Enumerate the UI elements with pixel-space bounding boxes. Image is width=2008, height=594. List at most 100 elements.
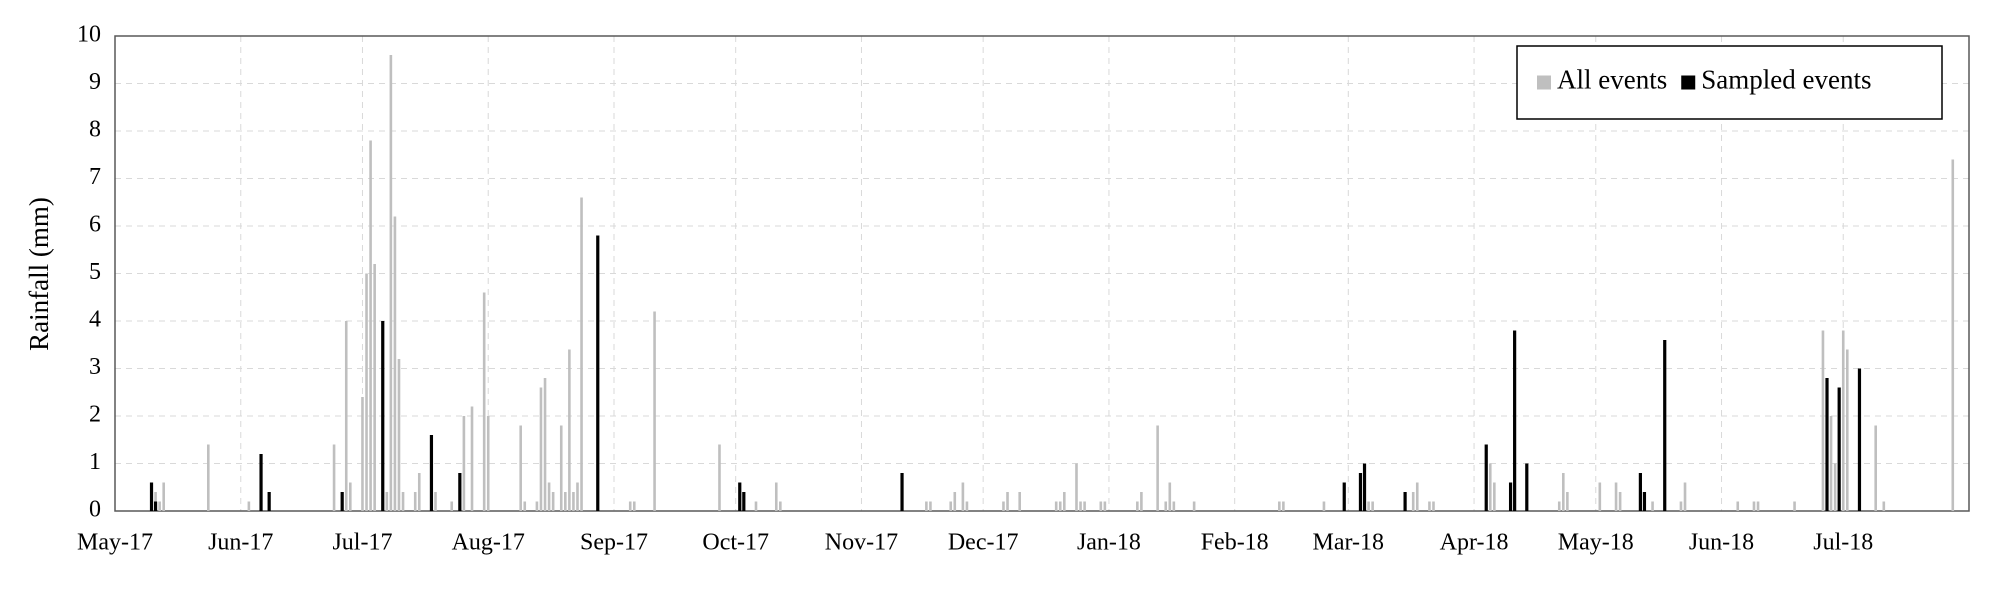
bar: [568, 349, 571, 511]
bar: [559, 425, 563, 511]
bar: [1557, 501, 1561, 511]
bar: [397, 359, 401, 511]
bar: [1614, 482, 1618, 511]
bar: [925, 501, 928, 511]
bar: [381, 321, 385, 511]
x-tick-label: Jun-18: [1689, 530, 1754, 556]
bar: [1415, 482, 1419, 511]
bar: [1362, 463, 1367, 511]
x-tick-label: Jul-17: [332, 530, 392, 556]
bar: [535, 501, 539, 511]
bar: [417, 473, 421, 511]
bar: [949, 501, 953, 511]
bar: [1752, 501, 1756, 511]
bar: [1841, 330, 1845, 511]
bar: [1322, 501, 1326, 511]
y-tick-label: 7: [89, 164, 101, 190]
bar: [900, 473, 904, 511]
bar: [1833, 463, 1837, 511]
bar: [965, 501, 969, 511]
legend: All events Sampled events: [1516, 45, 1943, 120]
bar: [1428, 501, 1431, 511]
x-tick-label: Sep-17: [580, 530, 648, 556]
bar: [576, 482, 579, 511]
legend-label: All events: [1557, 65, 1667, 95]
bar: [158, 501, 161, 511]
bar: [564, 492, 567, 511]
bar: [1432, 501, 1435, 511]
bar: [393, 216, 397, 511]
bar: [1484, 444, 1488, 511]
bar: [1075, 463, 1078, 511]
y-tick-label: 10: [77, 22, 101, 48]
bar: [1358, 473, 1363, 511]
bar: [1525, 463, 1529, 511]
x-tick-label: Jul-18: [1813, 530, 1873, 556]
x-tick-label: Oct-17: [702, 530, 769, 556]
bar: [961, 482, 965, 511]
bar: [1736, 501, 1740, 511]
legend-box: [1516, 45, 1943, 120]
x-tick-label: May-18: [1558, 530, 1634, 556]
bar: [332, 444, 336, 511]
bar: [718, 444, 721, 511]
bar: [547, 482, 551, 511]
bar: [1882, 501, 1886, 511]
x-tick-label: Nov-17: [825, 530, 898, 556]
bar: [1099, 501, 1103, 511]
bar: [470, 406, 474, 511]
bar: [632, 501, 636, 511]
bar: [1054, 501, 1058, 511]
bar: [429, 435, 434, 511]
bar: [1282, 501, 1285, 511]
bar: [1493, 482, 1496, 511]
y-tick-label: 8: [89, 117, 101, 143]
bar: [1140, 492, 1143, 511]
bar: [1793, 501, 1796, 511]
bar: [1821, 330, 1825, 511]
bar: [486, 416, 490, 511]
bar: [1371, 501, 1374, 511]
legend-swatch: [1537, 75, 1551, 90]
bar: [1136, 501, 1139, 511]
bar: [1342, 482, 1346, 511]
bar: [1679, 501, 1683, 511]
plot-frame: [114, 35, 1970, 512]
bar: [1756, 501, 1760, 511]
bar: [929, 501, 932, 511]
bar: [1829, 416, 1833, 511]
bar: [1018, 492, 1021, 511]
bar: [1488, 463, 1492, 511]
x-tick-label: Mar-18: [1313, 530, 1385, 556]
bar: [1508, 482, 1513, 511]
bar: [401, 492, 405, 511]
legend-label: Sampled events: [1701, 65, 1871, 95]
x-tick-label: Dec-17: [948, 530, 1019, 556]
bar: [369, 140, 372, 511]
y-tick-label: 4: [89, 307, 101, 333]
bar: [1951, 159, 1955, 511]
bar: [738, 482, 742, 511]
bar: [1192, 501, 1196, 511]
bar: [1837, 387, 1841, 511]
bar: [523, 501, 527, 511]
bar: [1845, 349, 1849, 511]
bar: [742, 492, 746, 511]
bar: [365, 273, 368, 511]
bar: [1006, 492, 1009, 511]
bar: [153, 501, 158, 511]
y-tick-label: 6: [89, 212, 101, 238]
bar: [551, 492, 555, 511]
bar: [1168, 482, 1172, 511]
legend-swatch: [1681, 75, 1696, 90]
bar: [1638, 473, 1642, 511]
x-tick-label: Apr-18: [1440, 530, 1509, 556]
bar: [207, 444, 210, 511]
bar: [247, 501, 251, 511]
bar: [1513, 330, 1517, 511]
bar: [340, 492, 344, 511]
bar: [1566, 492, 1569, 511]
bar: [774, 482, 778, 511]
y-axis-label: Rainfall (mm): [24, 197, 54, 351]
